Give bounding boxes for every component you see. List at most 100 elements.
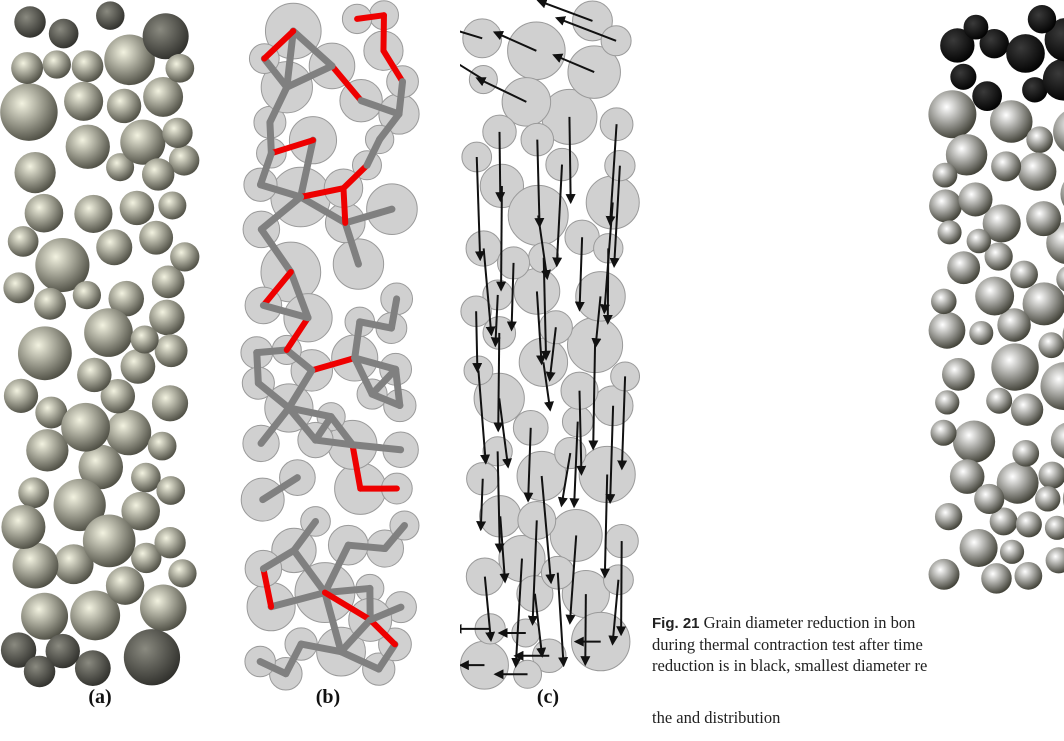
displacement-arrow (475, 77, 527, 103)
grain (104, 34, 155, 86)
displacement-arrow (535, 291, 547, 366)
compression-chain (285, 404, 335, 421)
displacement-arrow (482, 248, 496, 337)
compression-chain (297, 193, 349, 227)
caption-line-1: Grain diameter reduction in bon (699, 613, 916, 632)
grain (139, 220, 174, 255)
grain (1053, 111, 1064, 152)
compression-chain (297, 640, 345, 656)
grain (1050, 423, 1064, 459)
grain (154, 527, 186, 559)
compression-chain (256, 658, 290, 678)
grain (989, 507, 1018, 536)
displacement-arrow (490, 294, 501, 348)
grain (1045, 547, 1064, 574)
grain (64, 81, 104, 121)
grain (1038, 332, 1064, 359)
tension-chain (349, 441, 364, 492)
grain (26, 429, 69, 472)
grain (986, 387, 1013, 414)
displacement-arrow (617, 376, 628, 471)
grain (74, 650, 111, 687)
grain (996, 461, 1039, 504)
displacement-arrow (460, 30, 483, 40)
grain (142, 13, 189, 60)
displacement-arrow (492, 30, 537, 52)
displacement-arrow (533, 593, 547, 658)
displacement-arrow (552, 53, 595, 74)
grain (105, 566, 145, 605)
displacement-arrow (565, 116, 576, 205)
displacement-arrow (498, 398, 512, 469)
compression-chain (387, 295, 401, 332)
grain (928, 90, 977, 139)
displacement-arrow (605, 124, 618, 227)
grain (140, 584, 187, 632)
grain (928, 558, 960, 590)
compression-chain (283, 27, 297, 91)
displacement-arrow (472, 311, 483, 374)
grain (77, 357, 112, 393)
compression-chain (368, 390, 404, 409)
displacement-arrow (588, 345, 599, 451)
grain (149, 299, 185, 336)
grain (937, 220, 962, 245)
grain (0, 83, 58, 141)
compression-chain (257, 404, 293, 447)
tension-chain (308, 355, 358, 374)
grain (143, 76, 184, 117)
panel-b-force-chains (240, 0, 420, 691)
displacement-arrow (609, 165, 621, 269)
displacement-arrow (460, 63, 484, 81)
grain (131, 542, 162, 574)
grain (154, 334, 188, 368)
tension-chain (328, 62, 365, 104)
grain (1038, 461, 1064, 489)
grain (141, 158, 175, 191)
reduced-grain (950, 63, 977, 90)
grain (518, 337, 569, 387)
tension-chain (367, 616, 398, 648)
displacement-arrow (511, 558, 523, 669)
displacement-arrow (565, 535, 578, 625)
fig21-grain-diameter-image (928, 5, 1064, 594)
grain (1040, 362, 1064, 411)
compression-chain (327, 413, 357, 449)
grain (949, 459, 985, 494)
grain (53, 478, 106, 532)
grain (991, 151, 1022, 182)
reduced-grain (963, 14, 989, 40)
grain (151, 265, 185, 299)
grain (984, 242, 1013, 271)
grain (1035, 486, 1061, 512)
grain (61, 402, 110, 452)
displacement-arrow (552, 164, 564, 268)
compression-chain (366, 603, 405, 624)
reduced-grain (1042, 58, 1064, 101)
grain (507, 21, 566, 81)
grain (14, 6, 46, 38)
compression-chain (392, 365, 404, 409)
grain (1056, 266, 1064, 292)
grain (45, 633, 80, 669)
grain (7, 226, 39, 257)
tension-chain (261, 28, 297, 62)
grain (969, 320, 994, 345)
compression-chain (341, 219, 362, 268)
grain (975, 276, 1015, 316)
compression-chain (289, 27, 336, 70)
grain (151, 385, 189, 422)
displacement-arrow (477, 370, 491, 465)
grain (947, 251, 981, 285)
compression-chain (256, 149, 275, 189)
grain (147, 431, 177, 461)
compression-chain (254, 379, 293, 412)
compression-chain (253, 346, 291, 357)
grain (100, 378, 136, 414)
compression-chain (357, 97, 403, 118)
displacement-arrow (608, 579, 620, 646)
grain (106, 88, 142, 124)
displacement-arrow (576, 390, 587, 476)
displacement-arrow (616, 541, 627, 637)
grain (123, 629, 181, 686)
